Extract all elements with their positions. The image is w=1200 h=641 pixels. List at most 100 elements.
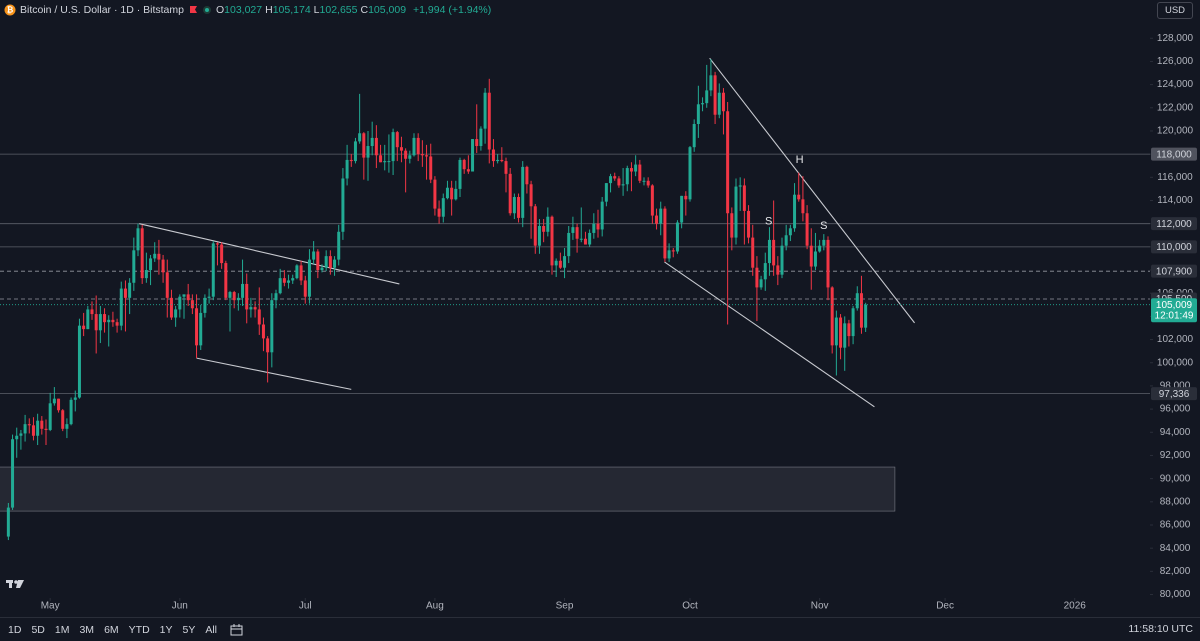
candle-body xyxy=(215,243,219,245)
candle-body xyxy=(826,239,830,288)
candle-body xyxy=(266,338,270,353)
candle-body xyxy=(299,265,303,281)
candle-body xyxy=(136,228,140,251)
candle-body xyxy=(655,215,659,224)
range-button[interactable]: 5D xyxy=(31,623,45,636)
candle-body xyxy=(788,228,792,236)
x-tick-label: Jun xyxy=(172,601,188,612)
candle-body xyxy=(157,253,161,260)
ohlc-value: 102,655 xyxy=(319,4,358,16)
range-button[interactable]: 1D xyxy=(8,623,22,636)
candle-body xyxy=(195,308,199,346)
candle-body xyxy=(69,399,73,425)
candle-body xyxy=(592,223,596,233)
candle-body xyxy=(517,197,521,218)
candle-body xyxy=(404,150,408,159)
candle-body xyxy=(671,250,675,252)
candle-body xyxy=(717,92,721,115)
candle-body xyxy=(420,154,424,156)
range-button[interactable]: 5Y xyxy=(182,623,196,636)
candle-body xyxy=(103,314,107,323)
candle-body xyxy=(190,300,194,309)
change: +1,994 (+1.94%) xyxy=(413,4,492,16)
range-button[interactable]: YTD xyxy=(128,623,150,636)
candle-body xyxy=(270,300,274,353)
y-tick-label: 90,000 xyxy=(1160,473,1191,484)
candle-body xyxy=(295,265,299,279)
candle-body xyxy=(61,410,65,429)
candle-body xyxy=(738,185,742,187)
y-tick-label: 100,000 xyxy=(1157,357,1194,368)
candle-body xyxy=(232,292,236,301)
candle-body xyxy=(646,180,650,186)
candle-body xyxy=(609,176,613,184)
candle-body xyxy=(583,238,587,245)
candle-body xyxy=(199,312,203,346)
candle-body xyxy=(550,216,554,266)
calendar-icon[interactable] xyxy=(228,623,246,637)
candle-body xyxy=(851,308,855,337)
range-button[interactable]: All xyxy=(205,623,218,636)
candle-body xyxy=(203,297,207,313)
countdown: 12:01:49 xyxy=(1155,310,1194,321)
candle-body xyxy=(772,239,776,266)
bottom-toolbar: 1D 5D 1M 3M 6M YTD 1Y 5Y All 11:58:10 UTC xyxy=(0,617,1200,641)
candle-body xyxy=(579,238,583,240)
candle-body xyxy=(471,139,475,172)
range-button[interactable]: 6M xyxy=(104,623,119,636)
candle-body xyxy=(48,403,52,430)
symbol-title[interactable]: Bitcoin / U.S. Dollar · 1D · Bitstamp xyxy=(20,4,184,16)
candle-body xyxy=(721,92,725,112)
candle-body xyxy=(629,168,633,172)
candle-body xyxy=(149,258,153,271)
candle-body xyxy=(667,250,671,259)
candle-body xyxy=(23,424,27,434)
candle-body xyxy=(847,323,851,337)
candle-body xyxy=(504,161,508,174)
candle-body xyxy=(767,239,771,264)
y-tick-label: 114,000 xyxy=(1157,195,1193,206)
candle-body xyxy=(220,244,224,264)
currency-button[interactable]: USD xyxy=(1157,2,1193,19)
candle-body xyxy=(144,270,148,279)
y-tick-label: 84,000 xyxy=(1160,543,1191,554)
candle-body xyxy=(659,208,663,224)
y-tick-label: 116,000 xyxy=(1157,172,1193,183)
level-box xyxy=(1151,240,1197,254)
candle-body xyxy=(567,232,571,257)
candle-body xyxy=(508,173,512,214)
trendline xyxy=(664,261,875,408)
candle-body xyxy=(813,251,817,267)
range-button[interactable]: 1M xyxy=(54,623,70,636)
candle-body xyxy=(370,137,374,147)
candle-body xyxy=(408,155,412,159)
candle-body xyxy=(546,216,550,232)
candle-body xyxy=(19,433,23,436)
candle-body xyxy=(558,260,562,268)
candle-body xyxy=(395,132,399,148)
ohlc-key: O xyxy=(215,4,225,16)
candle-body xyxy=(161,259,165,273)
flag-icon[interactable] xyxy=(188,5,198,15)
candle-body xyxy=(115,322,119,326)
candle-body xyxy=(617,178,621,186)
candle-body xyxy=(437,208,441,217)
trendline xyxy=(709,57,915,324)
candle-body xyxy=(291,278,295,281)
candle-body xyxy=(839,317,843,348)
candle-body xyxy=(328,256,332,268)
pattern-label: H xyxy=(796,154,804,166)
candle-body xyxy=(688,147,692,200)
range-buttons: 1D 5D 1M 3M 6M YTD 1Y 5Y All xyxy=(0,624,222,636)
range-button[interactable]: 1Y xyxy=(159,623,173,636)
range-button[interactable]: 3M xyxy=(79,623,95,636)
candle-body xyxy=(399,147,403,151)
candle-body xyxy=(755,267,759,288)
y-tick-label: 124,000 xyxy=(1157,79,1194,90)
ohlc-key: H xyxy=(265,4,273,16)
pattern-label: S xyxy=(820,220,827,232)
candle-body xyxy=(830,287,834,346)
candle-body xyxy=(379,155,383,163)
level-box xyxy=(1151,217,1197,231)
candle-body xyxy=(433,179,437,209)
